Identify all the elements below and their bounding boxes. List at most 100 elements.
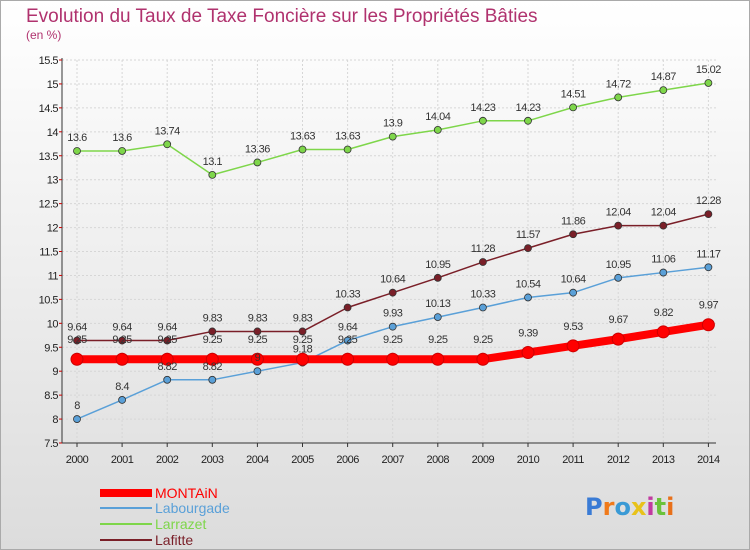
data-label-montain: 9.25: [473, 334, 493, 346]
data-point-larrazet: [343, 145, 352, 154]
y-tick-label: 9.5: [44, 342, 58, 354]
data-label-labourgade: 9: [255, 352, 261, 364]
data-point-labourgade: [118, 396, 126, 404]
data-label-labourgade: 9.18: [293, 344, 313, 356]
data-label-labourgade: 11.17: [696, 248, 721, 260]
y-tick-label: 8.5: [44, 390, 58, 402]
data-label-lafitte: 10.33: [335, 289, 360, 301]
data-point-larrazet: [253, 158, 262, 167]
data-label-lafitte: 9.64: [157, 322, 177, 334]
data-label-labourgade: 8: [74, 400, 80, 412]
x-tick-label: 2013: [652, 454, 675, 466]
logo-letter: i: [666, 493, 674, 521]
data-label-montain: 9.82: [654, 307, 674, 319]
data-point-lafitte: [433, 273, 442, 282]
data-label-lafitte: 9.83: [293, 312, 313, 324]
data-label-montain: 9.39: [518, 328, 538, 340]
data-point-labourgade: [569, 288, 577, 297]
data-point-montain: [521, 346, 535, 360]
data-label-montain: 9.67: [608, 314, 628, 326]
y-tick-label: 11: [48, 270, 59, 282]
legend-label-montain: MONTAiN: [155, 485, 218, 501]
data-label-montain: 9.25: [428, 334, 448, 346]
y-tick-label: 13: [47, 175, 59, 187]
x-tick-label: 2002: [156, 454, 179, 466]
data-point-lafitte: [253, 327, 262, 336]
data-point-larrazet: [704, 79, 713, 87]
data-label-montain: 9.25: [157, 334, 177, 346]
data-label-lafitte: 11.57: [516, 229, 541, 241]
data-point-labourgade: [659, 268, 668, 277]
logo-letter: i: [646, 493, 654, 521]
data-label-larrazet: 14.23: [470, 102, 495, 114]
logo-letter: t: [655, 493, 666, 521]
data-point-labourgade: [478, 303, 487, 312]
x-tick-label: 2003: [201, 454, 224, 466]
data-point-larrazet: [73, 147, 81, 155]
data-point-lafitte: [569, 230, 577, 239]
y-tick-label: 15: [47, 79, 59, 91]
y-tick-label: 13.5: [39, 151, 59, 163]
data-label-montain: 9.53: [563, 321, 583, 333]
plot-area: 7.5 8 8.5 9 9.5 10 10.5 11 11.5 12 12.5 13 13.5 14 14.…: [39, 55, 722, 466]
data-point-labourgade: [163, 375, 172, 384]
data-label-larrazet: 14.51: [561, 88, 586, 100]
data-point-labourgade: [704, 263, 713, 272]
data-label-lafitte: 10.64: [380, 274, 405, 286]
x-tick-label: 2010: [517, 454, 540, 466]
y-tick-label: 14: [47, 127, 59, 139]
data-point-larrazet: [524, 116, 532, 125]
data-point-lafitte: [73, 336, 81, 345]
data-point-montain: [205, 352, 219, 366]
x-tick-label: 2008: [427, 454, 450, 466]
data-label-montain: 9.97: [699, 300, 719, 312]
data-point-larrazet: [569, 103, 577, 112]
data-label-montain: 9.25: [248, 334, 268, 346]
data-label-larrazet: 14.87: [651, 71, 676, 83]
proxiti-logo: Proxiti: [585, 493, 674, 521]
data-label-labourgade: 10.13: [425, 298, 450, 310]
x-tick-label: 2014: [697, 454, 720, 466]
data-label-lafitte: 9.83: [248, 312, 268, 324]
data-label-montain: 9.25: [293, 334, 313, 346]
data-label-larrazet: 13.63: [290, 131, 315, 143]
chart-subtitle: (en %): [26, 28, 61, 42]
x-tick-label: 2009: [472, 454, 495, 466]
data-point-labourgade: [388, 322, 397, 331]
data-label-larrazet: 14.04: [425, 111, 450, 123]
data-point-labourgade: [73, 415, 81, 423]
data-label-labourgade: 10.95: [606, 259, 631, 271]
y-tick-label: 14.5: [39, 103, 59, 115]
data-point-larrazet: [478, 116, 487, 125]
data-point-montain: [431, 352, 445, 366]
data-label-lafitte: 11.28: [471, 243, 496, 255]
y-tick-label: 12: [47, 223, 59, 235]
legend-label-lafitte: Lafitte: [155, 532, 193, 548]
data-point-labourgade: [343, 336, 352, 345]
data-label-larrazet: 15.02: [696, 64, 721, 76]
data-point-montain: [386, 352, 400, 366]
data-label-larrazet: 13.1: [203, 156, 223, 168]
data-label-larrazet: 14.72: [606, 78, 631, 90]
data-label-lafitte: 12.04: [606, 207, 631, 219]
data-point-montain: [566, 339, 580, 353]
data-label-larrazet: 13.74: [155, 125, 180, 137]
data-label-larrazet: 13.63: [335, 131, 360, 143]
data-point-lafitte: [388, 288, 397, 297]
x-tick-label: 2000: [66, 454, 89, 466]
data-label-labourgade: 8.4: [115, 381, 129, 393]
data-label-lafitte: 10.95: [425, 259, 450, 271]
x-tick-label: 2004: [246, 454, 269, 466]
data-point-larrazet: [163, 140, 172, 149]
data-point-labourgade: [208, 375, 217, 384]
y-tick-label: 8: [52, 414, 58, 426]
data-label-larrazet: 13.6: [67, 132, 87, 144]
data-label-labourgade: 11.06: [651, 254, 676, 266]
data-point-labourgade: [253, 367, 262, 376]
x-tick-label: 2007: [381, 454, 404, 466]
y-tick-label: 7.5: [44, 438, 58, 450]
logo-letter: r: [603, 493, 615, 521]
data-label-labourgade: 10.54: [515, 278, 540, 290]
data-label-lafitte: 12.28: [696, 195, 721, 207]
